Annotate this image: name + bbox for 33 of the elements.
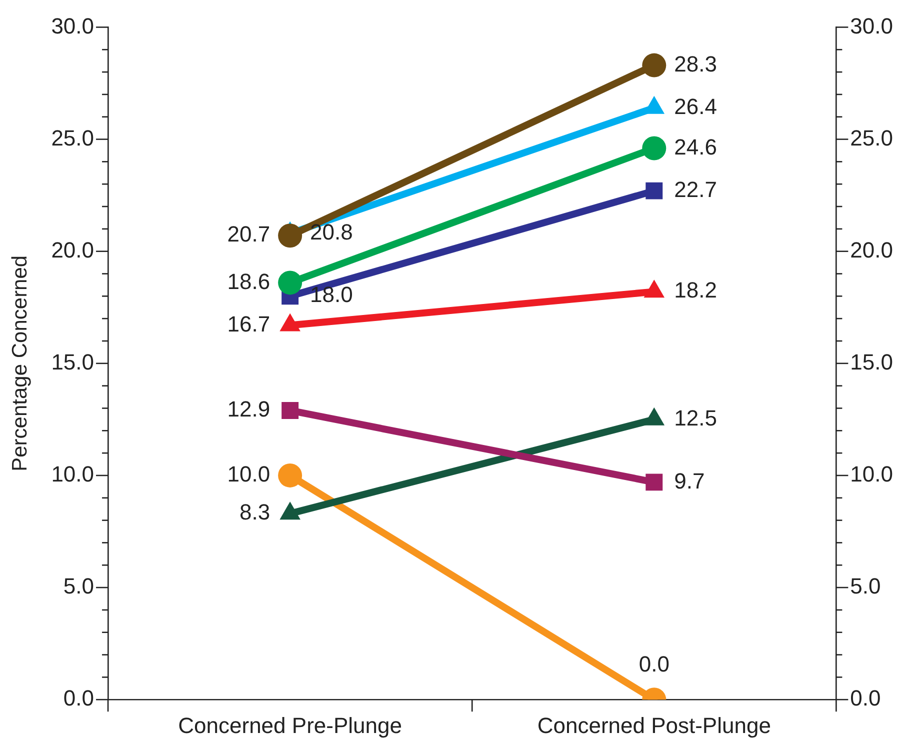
y-tick-label: 15.0 bbox=[51, 349, 94, 374]
y2-tick-label: 30.0 bbox=[850, 13, 894, 38]
data-label: 12.9 bbox=[227, 396, 270, 422]
data-label: 8.3 bbox=[239, 500, 270, 525]
data-label: 10.0 bbox=[227, 462, 270, 487]
y-tick-label: 25.0 bbox=[51, 125, 94, 150]
data-label: 9.7 bbox=[674, 468, 705, 494]
y2-tick-label: 15.0 bbox=[850, 349, 894, 374]
y-tick-label: 30.0 bbox=[51, 13, 94, 38]
y-axis-title: Percentage Concerned bbox=[8, 255, 32, 472]
data-label: 26.4 bbox=[674, 94, 717, 119]
y2-tick-label: 5.0 bbox=[850, 574, 881, 599]
y2-tick-label: 25.0 bbox=[850, 125, 894, 150]
y2-tick-label: 10.0 bbox=[850, 462, 894, 487]
data-label: 24.6 bbox=[674, 134, 717, 160]
data-label: 18.6 bbox=[227, 268, 270, 294]
data-label: 28.3 bbox=[674, 51, 717, 76]
data-label: 16.7 bbox=[227, 311, 270, 336]
data-label: 20.8 bbox=[310, 219, 353, 244]
data-label: 12.5 bbox=[674, 405, 717, 430]
data-label: 18.0 bbox=[310, 282, 353, 308]
x-tick-label: Concerned Pre-Plunge bbox=[178, 712, 402, 738]
y-tick-label: 20.0 bbox=[51, 237, 94, 262]
y-tick-label: 5.0 bbox=[63, 574, 94, 599]
y-tick-label: 0.0 bbox=[63, 686, 94, 711]
y2-tick-label: 0.0 bbox=[850, 686, 881, 711]
y-tick-label: 10.0 bbox=[51, 462, 94, 487]
x-tick-label: Concerned Post-Plunge bbox=[537, 712, 771, 738]
data-label: 18.2 bbox=[674, 278, 717, 303]
data-label: 20.7 bbox=[227, 222, 270, 247]
data-label: 22.7 bbox=[674, 176, 717, 202]
data-label: 0.0 bbox=[638, 652, 670, 677]
y2-tick-label: 20.0 bbox=[850, 237, 894, 262]
